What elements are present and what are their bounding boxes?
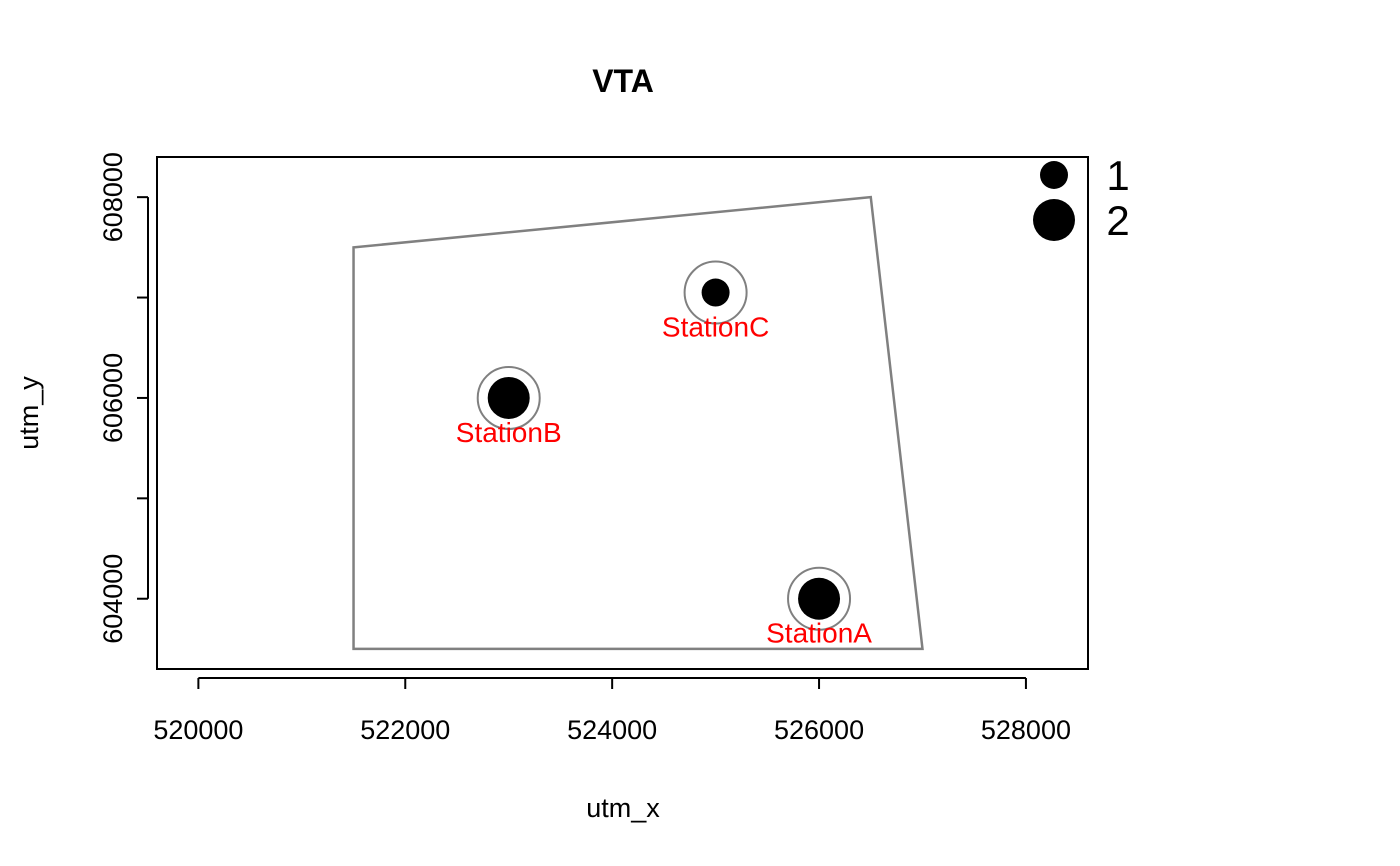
legend-label: 1 (1106, 152, 1129, 199)
legend-symbol (1040, 161, 1068, 189)
legend-label: 2 (1106, 197, 1129, 244)
y-axis-label: utm_y (14, 376, 44, 450)
size-legend: 12 (1033, 152, 1130, 244)
x-tick-label: 524000 (567, 715, 657, 745)
plot-frame (156, 156, 1089, 670)
y-axis: 604000 606000 608000 (98, 152, 149, 644)
x-tick-label: 520000 (153, 715, 243, 745)
study-area-polygon (352, 195, 924, 651)
x-axis-label: utm_x (586, 793, 660, 823)
y-tick-label: 606000 (98, 353, 128, 443)
x-tick-label: 522000 (360, 715, 450, 745)
chart-title: VTA (592, 63, 654, 99)
station-label: StationA (766, 618, 872, 649)
station-point (701, 278, 730, 307)
study-area-layer (352, 195, 924, 651)
x-axis: 520000 522000 524000 526000 528000 (153, 677, 1071, 745)
points-layer: StationA StationB StationC (456, 260, 872, 649)
station-label: StationB (456, 417, 562, 448)
station-point (487, 376, 530, 419)
x-tick-label: 526000 (774, 715, 864, 745)
station-point (798, 577, 841, 620)
y-tick-label: 608000 (98, 152, 128, 242)
x-tick-label: 528000 (981, 715, 1071, 745)
y-tick-label: 604000 (98, 554, 128, 644)
station-label: StationC (662, 312, 769, 343)
legend-symbol (1033, 199, 1075, 241)
